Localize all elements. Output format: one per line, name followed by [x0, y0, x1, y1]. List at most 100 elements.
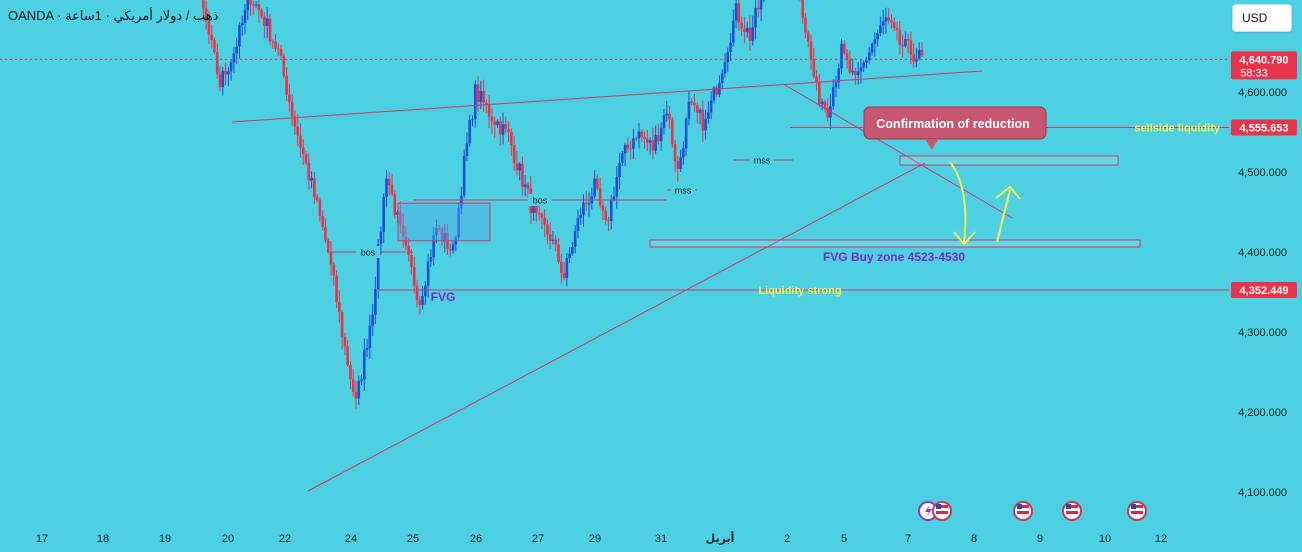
candle-body — [249, 0, 252, 5]
candle-body — [382, 196, 386, 232]
candle-body — [732, 20, 735, 43]
candle-body — [884, 17, 888, 22]
candle-body — [559, 261, 563, 274]
structure-label: mss — [754, 156, 771, 166]
candle — [482, 79, 485, 113]
candle-body — [582, 202, 585, 216]
candle-body — [851, 70, 854, 73]
candle-body — [920, 49, 924, 56]
candle — [260, 7, 263, 20]
time-tick-label: 20 — [222, 533, 234, 545]
candle-body — [385, 178, 388, 197]
candle — [451, 241, 455, 254]
candle — [709, 91, 713, 120]
candle — [848, 50, 852, 75]
candle-body — [693, 102, 696, 106]
candle-body — [493, 121, 497, 125]
candle-body — [756, 7, 760, 10]
candle — [263, 12, 266, 39]
candle-body — [301, 147, 305, 155]
candle — [257, 0, 261, 23]
candle — [637, 123, 641, 149]
candle — [751, 15, 755, 46]
candle — [326, 238, 330, 254]
candle — [557, 238, 560, 265]
candle-body — [274, 41, 277, 49]
candle-body — [473, 84, 477, 120]
candle-body — [296, 126, 300, 136]
price-badge-value: 4,555.653 — [1240, 122, 1289, 134]
candle-body — [374, 288, 377, 315]
candle — [895, 21, 899, 41]
candle — [559, 253, 563, 284]
candle-body — [329, 251, 333, 265]
candle-body — [812, 58, 816, 77]
price-tick-label: 4,500.000 — [1238, 167, 1287, 179]
candle-body — [612, 196, 616, 200]
time-tick-label: 26 — [470, 533, 482, 545]
candle-body — [521, 163, 524, 188]
candle — [615, 166, 619, 209]
structure-label-bg — [750, 154, 774, 166]
price-tick-label: 4,400.000 — [1238, 247, 1287, 259]
price-badge-bg — [1231, 282, 1297, 299]
candle — [723, 53, 727, 78]
candle — [271, 39, 275, 49]
candle-body — [892, 22, 896, 28]
flag-canton — [1131, 504, 1136, 509]
event-marker-4 — [1127, 501, 1147, 521]
candle — [282, 53, 286, 79]
callout-box — [863, 106, 1047, 140]
price-tick-label: 4,600.000 — [1238, 87, 1287, 99]
candle — [568, 247, 571, 264]
candle-body — [707, 112, 710, 119]
price-tick-label: 4,200.000 — [1238, 407, 1287, 419]
candle-body — [218, 74, 222, 88]
candle-body — [831, 87, 835, 107]
candle-body — [684, 118, 688, 149]
candle-body — [435, 228, 438, 236]
candle — [734, 0, 738, 29]
candle — [598, 177, 602, 209]
candle — [718, 75, 721, 98]
candle-body — [507, 128, 510, 132]
candle-body — [726, 51, 730, 63]
candle-body — [437, 228, 441, 230]
candle — [426, 253, 430, 298]
candle — [449, 243, 452, 257]
callout-text: Confirmation of reduction — [876, 117, 1029, 131]
candle-body — [890, 20, 893, 23]
price-axis[interactable]: 4,100.000 4,200.000 4,300.000 4,400.000 4,50… — [1231, 0, 1297, 499]
candle — [843, 40, 846, 55]
flag-stripe — [936, 511, 948, 514]
candle — [249, 0, 252, 16]
candle — [596, 173, 599, 191]
sellside-liquidity-label: sellside liquidity — [1134, 122, 1220, 134]
candle — [379, 226, 383, 256]
resistance-zone — [899, 155, 1119, 166]
candle — [496, 119, 499, 128]
candle — [856, 62, 860, 85]
liquidity-strong-label: Liquidity strong — [758, 285, 841, 297]
candle-body — [343, 336, 347, 347]
candle — [335, 270, 338, 309]
candle — [224, 62, 227, 86]
candle-body — [690, 101, 694, 103]
candle-body — [335, 275, 338, 302]
candle — [515, 150, 519, 176]
candle — [254, 1, 258, 9]
candle — [712, 85, 716, 104]
time-tick-label: 7 — [905, 533, 911, 545]
candle-body — [462, 156, 466, 196]
time-tick-label: 8 — [971, 533, 977, 545]
currency-button[interactable]: USD — [1232, 4, 1292, 32]
candle — [621, 151, 624, 167]
candle — [360, 374, 363, 386]
candle-body — [720, 73, 724, 83]
candle-body — [754, 7, 757, 28]
time-axis[interactable]: 17 18 19 20 22 24 25 26 27 29 31 أبريل 2 5 7 8 9 10 12 — [36, 531, 1167, 545]
candle-body — [723, 62, 727, 74]
candle — [906, 33, 910, 53]
candle-body — [204, 8, 208, 22]
